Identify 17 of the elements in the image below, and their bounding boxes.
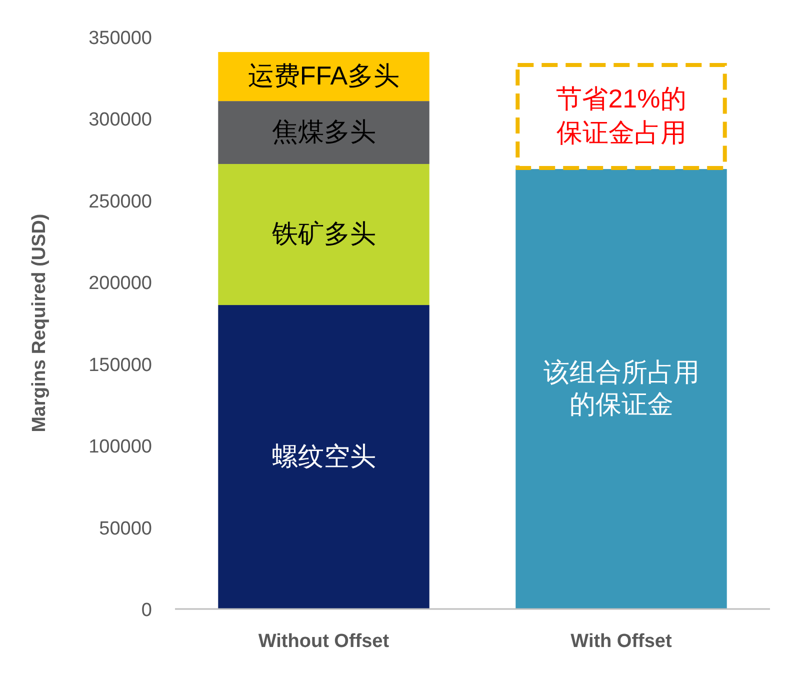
y-axis-title: Margins Required (USD): [29, 214, 50, 432]
series-label: 铁矿多头: [270, 218, 376, 249]
y-tick-label: 200000: [88, 273, 152, 294]
y-tick-label: 50000: [99, 518, 152, 540]
series-label: 螺纹空头: [272, 441, 376, 472]
y-tick-label: 350000: [88, 28, 152, 49]
annotation: 节省21%的保证金占用: [556, 84, 686, 148]
y-tick-label: 0: [141, 600, 152, 621]
y-tick-label: 300000: [88, 110, 152, 131]
series-label: 该组合所占用的保证金: [543, 357, 700, 420]
series-label: 焦煤多头: [272, 116, 376, 147]
x-tick-label: Without Offset: [258, 631, 390, 652]
y-tick-label: 100000: [88, 436, 152, 458]
x-tick-label: With Offset: [570, 631, 672, 652]
y-tick-label: 250000: [88, 191, 152, 212]
series-label: 运费FFA多头: [248, 60, 400, 91]
y-tick-label: 150000: [88, 354, 152, 376]
